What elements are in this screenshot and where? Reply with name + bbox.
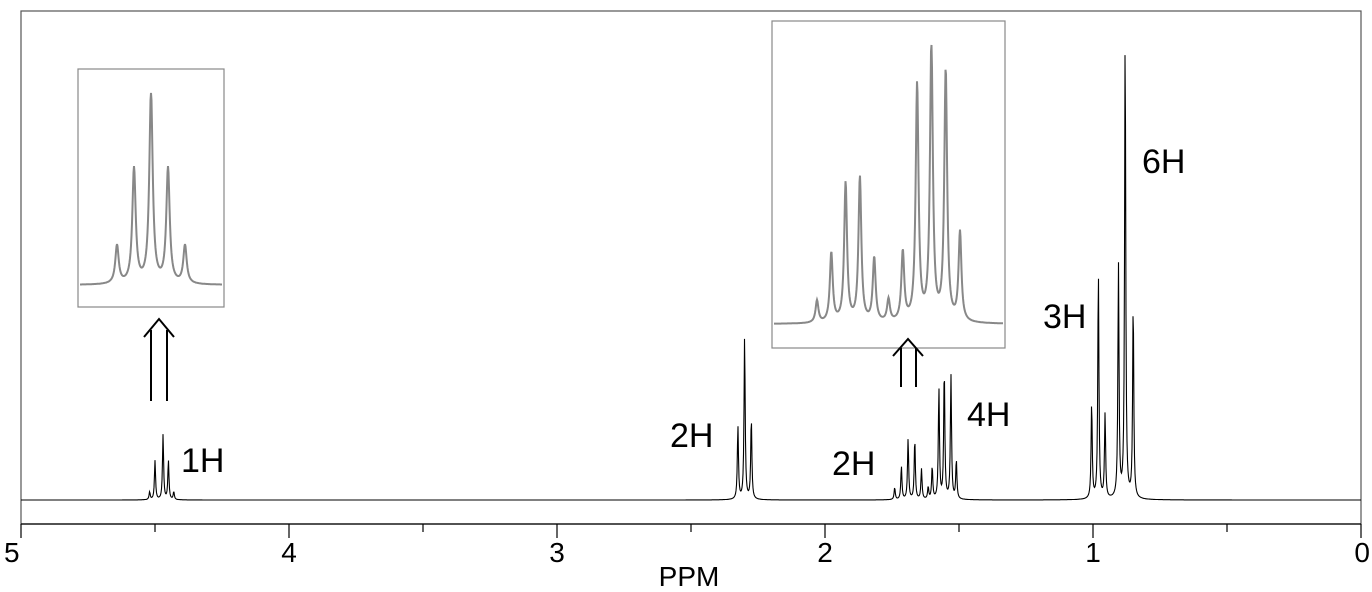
x-axis-ticks — [20, 524, 1362, 538]
double-arrow-2h-4h — [892, 337, 924, 387]
integration-label-1h: 1H — [181, 442, 224, 480]
x-axis-tick-labels: 5 4 3 2 1 0 — [4, 537, 1370, 568]
double-arrow-1h — [143, 317, 175, 401]
x-tick-label: 0 — [1354, 537, 1370, 568]
integration-label-3h: 3H — [1043, 298, 1086, 336]
inset-trace-1h — [80, 92, 222, 286]
inset-expansion-2h-4h — [771, 20, 1006, 349]
inset-frame-2h-4h — [771, 20, 1006, 349]
x-tick-label: 3 — [549, 537, 565, 568]
spectrum-trace — [21, 55, 1361, 501]
integration-label-6h: 6H — [1142, 143, 1185, 181]
inset-trace-2h-4h — [774, 44, 1003, 325]
integration-label-2h-a: 2H — [670, 417, 713, 455]
x-tick-label: 2 — [817, 537, 833, 568]
x-tick-label: 4 — [281, 537, 297, 568]
integration-label-2h-b: 2H — [832, 445, 875, 483]
x-tick-label: 1 — [1085, 537, 1101, 568]
x-tick-label: 5 — [4, 537, 20, 568]
inset-expansion-1h — [77, 68, 225, 308]
integration-label-4h: 4H — [967, 396, 1010, 434]
x-axis-title: PPM — [659, 561, 720, 592]
